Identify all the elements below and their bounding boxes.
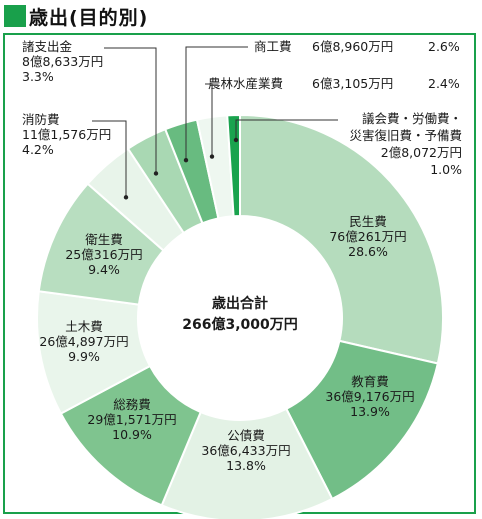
outer-label-amount-7: 8億8,633万円: [22, 54, 103, 69]
outer-label-percent-7: 3.3%: [22, 69, 54, 84]
center-label-title: 歳出合計: [212, 295, 268, 312]
slice-label-name-0: 民生費: [349, 214, 387, 229]
leader-dot-9: [209, 154, 215, 159]
leader-dot-10: [233, 137, 239, 143]
slice-label-amount-2: 36億6,433万円: [201, 443, 290, 458]
leader-dot-7: [153, 171, 159, 176]
outer-label-amount-10: 2億8,072万円: [381, 145, 462, 160]
outer-label-amount-6: 11億1,576万円: [22, 127, 111, 142]
slice-label-amount-5: 25億316万円: [65, 247, 142, 262]
leader-line-10: [235, 119, 338, 140]
leader-line-7: [104, 47, 157, 174]
slice-label-amount-1: 36億9,176万円: [325, 389, 414, 404]
outer-label-name-6: 消防費: [22, 112, 60, 127]
slice-label-amount-3: 29億1,571万円: [87, 412, 176, 427]
slice-label-name-3: 総務費: [113, 397, 151, 412]
leader-dot-8: [183, 157, 189, 163]
outer-label-amount-9: 6億3,105万円: [312, 76, 393, 91]
slice-label-name-5: 衛生費: [85, 232, 123, 247]
slice-label-name-1: 教育費: [351, 374, 389, 389]
leader-line-6: [92, 120, 127, 198]
outer-label-amount-8: 6億8,960万円: [312, 39, 393, 54]
header-square-icon: [4, 5, 26, 27]
slice-label-amount-4: 26億4,897万円: [39, 334, 128, 349]
outer-label-name-7: 諸支出金: [22, 39, 73, 54]
slice-label-percent-4: 9.9%: [68, 349, 100, 364]
leader-line-8: [185, 46, 248, 161]
outer-label-name1-10: 議会費・労働費・: [362, 111, 462, 126]
slice-label-percent-0: 28.6%: [348, 244, 388, 259]
outer-label-percent-6: 4.2%: [22, 142, 54, 157]
slice-label-percent-1: 13.9%: [350, 404, 390, 419]
slice-label-name-4: 土木費: [65, 319, 103, 334]
chart-title: 歳出(目的別): [29, 6, 149, 29]
slice-label-name-2: 公債費: [227, 428, 265, 443]
slice-label-percent-2: 13.8%: [226, 458, 266, 473]
leader-dot-6: [123, 195, 129, 200]
outer-label-percent-9: 2.4%: [428, 76, 460, 91]
slice-label-percent-3: 10.9%: [112, 427, 152, 442]
outer-label-percent-10: 1.0%: [430, 162, 462, 177]
section-header: 歳出(目的別): [4, 3, 148, 29]
outer-label-name-9: 農林水産業費: [208, 76, 283, 91]
center-label-total: 266億3,000万円: [182, 316, 298, 333]
slice-0: [239, 113, 444, 365]
outer-label-name2-10: 災害復旧費・予備費: [349, 128, 462, 143]
slice-label-percent-5: 9.4%: [88, 262, 120, 277]
outer-label-name-8: 商工費: [254, 39, 292, 54]
slice-label-amount-0: 76億261万円: [329, 229, 406, 244]
outer-label-percent-8: 2.6%: [428, 39, 460, 54]
leader-line-9: [205, 83, 213, 157]
